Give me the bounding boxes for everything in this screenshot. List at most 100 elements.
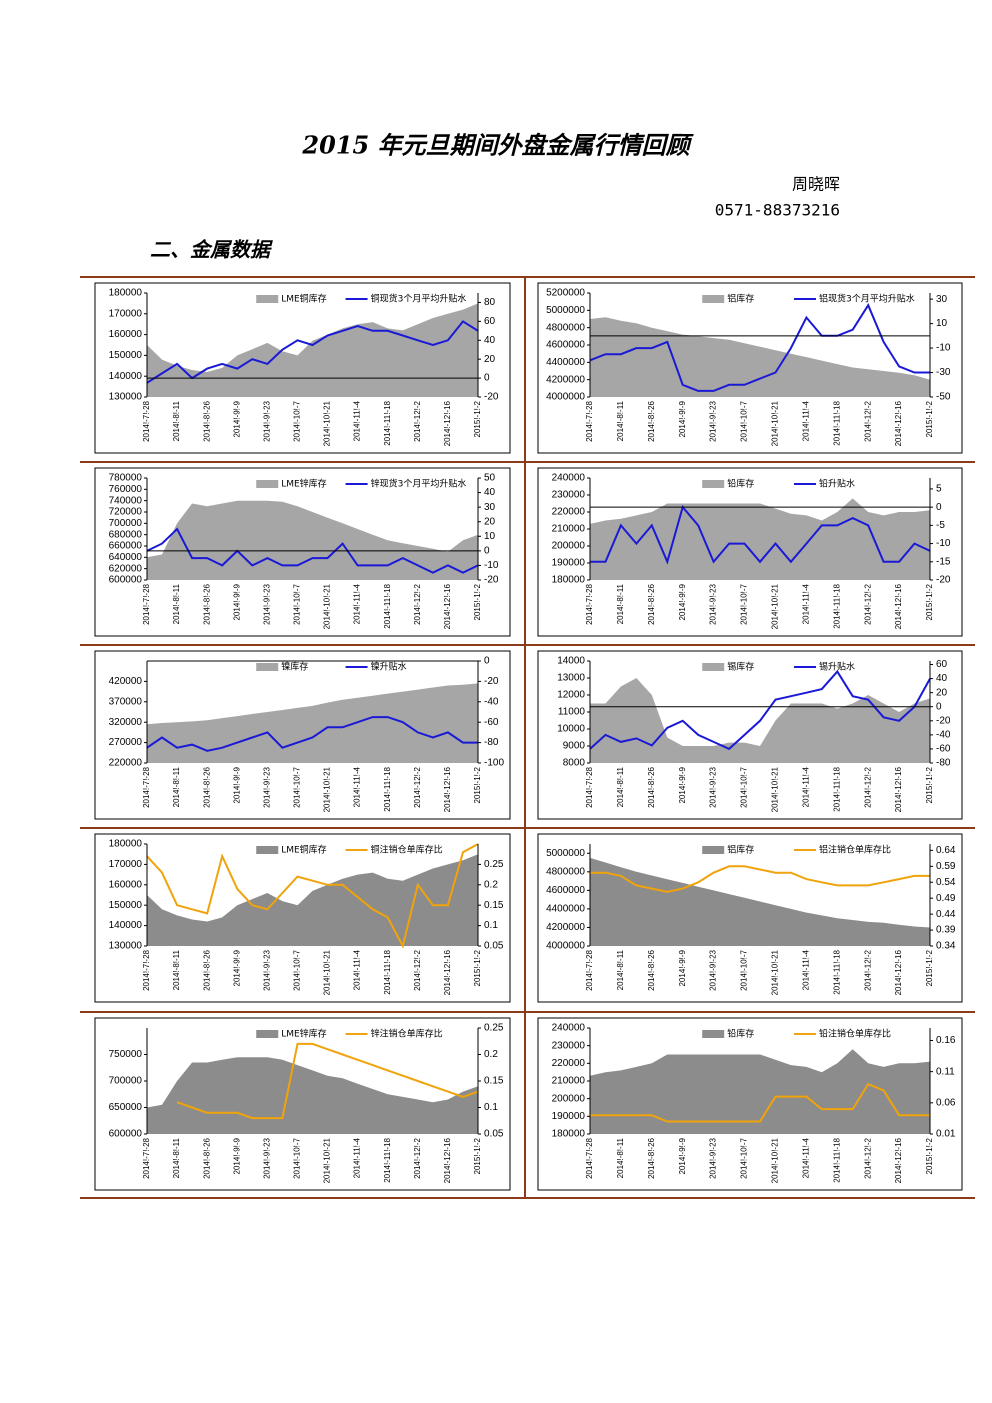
y2-tick-label: 0.01 — [936, 1129, 956, 1140]
y-tick-label: 140000 — [109, 371, 143, 382]
y-tick-label: 640000 — [109, 552, 143, 563]
x-tick-label: 2014!-11!-18 — [832, 400, 841, 445]
x-tick-label: 2014!-12!-16 — [443, 766, 452, 812]
area-series — [590, 857, 930, 946]
legend-label: 铜注销仓单库存比 — [371, 844, 443, 856]
x-tick-label: 2014!-9!-9 — [678, 583, 687, 620]
y2-tick-label: -60 — [936, 744, 951, 755]
x-tick-label: 2014!-11!-4 — [801, 1137, 810, 1178]
x-tick-label: 2014!-11!-4 — [801, 400, 810, 441]
x-tick-label: 2014!-9!-9 — [232, 583, 241, 620]
y-tick-label: 4200000 — [546, 374, 585, 385]
area-series — [147, 1057, 478, 1134]
y2-tick-label: 0.15 — [484, 1076, 504, 1087]
x-tick-label: 2014!-12!-16 — [894, 766, 903, 812]
y2-tick-label: 60 — [936, 659, 948, 670]
x-tick-label: 2014!-10!-21 — [323, 400, 332, 446]
y2-tick-label: 40 — [484, 335, 496, 346]
line-series — [146, 527, 479, 574]
x-tick-label: 2014!-9!-23 — [709, 583, 718, 624]
x-tick-label: 2014!-8!-26 — [202, 583, 211, 624]
x-tick-label: 2014!-11!-18 — [832, 1137, 841, 1182]
legend-swatch — [256, 663, 279, 671]
x-tick-label: 2014!-12!-16 — [894, 949, 903, 995]
legend-swatch — [256, 1030, 279, 1038]
x-tick-label: 2014!-10!-21 — [771, 949, 780, 995]
y-tick-label: 130000 — [109, 392, 143, 403]
x-tick-label: 2014!-7!-28 — [585, 766, 594, 807]
y-tick-label: 190000 — [552, 1111, 586, 1122]
y2-tick-label: -20 — [484, 676, 499, 687]
y-tick-label: 220000 — [109, 758, 143, 769]
y2-tick-label: -10 — [936, 538, 951, 549]
y-tick-label: 230000 — [552, 490, 586, 501]
x-tick-label: 2014!-10!-7 — [293, 1137, 302, 1178]
y-tick-label: 4000000 — [546, 941, 585, 952]
y-tick-label: 700000 — [109, 1076, 143, 1087]
x-tick-label: 2014!-11!-4 — [801, 949, 810, 990]
x-tick-label: 2014!-9!-23 — [262, 949, 271, 990]
x-tick-label: 2015!-1!-2 — [473, 583, 482, 620]
y2-tick-label: -20 — [484, 575, 499, 586]
frame — [80, 276, 975, 1199]
y2-tick-label: -10 — [936, 343, 951, 354]
legend-label: 镍升贴水 — [371, 661, 407, 673]
legend-label: 铜现货3个月平均升贴水 — [371, 293, 467, 305]
y-tick-label: 9000 — [563, 741, 586, 752]
x-tick-label: 2015!-1!-2 — [473, 1137, 482, 1174]
y-tick-label: 230000 — [552, 1040, 586, 1051]
y2-tick-label: -20 — [484, 392, 499, 403]
y-tick-label: 10000 — [557, 724, 585, 735]
x-tick-label: 2014!-9!-9 — [678, 949, 687, 986]
x-tick-label: 2014!-11!-4 — [801, 766, 810, 807]
x-tick-label: 2014!-9!-23 — [262, 400, 271, 441]
x-tick-label: 2014!-11!-4 — [801, 583, 810, 624]
x-tick-label: 2014!-12!-2 — [863, 1137, 872, 1178]
y-tick-label: 4600000 — [546, 340, 585, 351]
x-tick-label: 2015!-1!-2 — [473, 949, 482, 986]
legend-label: 铝现货3个月平均升贴水 — [819, 293, 915, 305]
y2-tick-label: 50 — [484, 473, 496, 484]
legend-swatch — [702, 663, 725, 671]
x-tick-label: 2014!-10!-7 — [293, 400, 302, 441]
y-tick-label: 210000 — [552, 1076, 586, 1087]
x-tick-label: 2014!-10!-7 — [740, 1137, 749, 1178]
x-tick-label: 2015!-1!-2 — [925, 949, 934, 986]
y-tick-label: 740000 — [109, 495, 143, 506]
y-tick-label: 160000 — [109, 329, 143, 340]
x-tick-label: 2014!-9!-23 — [262, 583, 271, 624]
y-tick-label: 420000 — [109, 676, 143, 687]
x-tick-label: 2014!-12!-2 — [863, 583, 872, 624]
legend-label: LME锌库存 — [281, 478, 326, 490]
x-tick-label: 2014!-7!-28 — [142, 766, 151, 807]
legend-label: 锌现货3个月平均升贴水 — [371, 478, 467, 490]
x-tick-label: 2014!-9!-23 — [262, 766, 271, 807]
y2-tick-label: -10 — [484, 560, 499, 571]
y-tick-label: 5000000 — [546, 848, 585, 859]
y-tick-label: 320000 — [109, 717, 143, 728]
x-tick-label: 2014!-8!-26 — [647, 400, 656, 441]
x-tick-label: 2014!-11!-18 — [383, 1137, 392, 1182]
y-tick-label: 270000 — [109, 737, 143, 748]
x-tick-label: 2014!-11!-18 — [383, 949, 392, 994]
y-tick-label: 190000 — [552, 558, 586, 569]
line-series — [589, 303, 930, 392]
x-tick-label: 2014!-10!-21 — [771, 400, 780, 446]
x-tick-label: 2014!-8!-11 — [616, 766, 625, 807]
doc-title: 2015 年元旦期间外盘金属行情回顾 — [301, 131, 694, 160]
x-tick-label: 2014!-11!-4 — [353, 949, 362, 990]
x-tick-label: 2015!-1!-2 — [473, 766, 482, 803]
x-tick-label: 2015!-1!-2 — [473, 400, 482, 437]
y2-tick-label: 20 — [484, 516, 496, 527]
area-series — [590, 1049, 930, 1134]
x-tick-label: 2014!-10!-7 — [293, 766, 302, 807]
y2-tick-label: 0.64 — [936, 845, 956, 856]
area-series — [147, 683, 478, 763]
legend-swatch — [702, 480, 725, 488]
y-tick-label: 220000 — [552, 507, 586, 518]
y-tick-label: 680000 — [109, 529, 143, 540]
x-tick-label: 2014!-8!-26 — [202, 1137, 211, 1178]
legend-swatch — [702, 1030, 725, 1038]
legend-label: LME铜库存 — [281, 293, 326, 305]
x-tick-label: 2014!-7!-28 — [585, 400, 594, 441]
